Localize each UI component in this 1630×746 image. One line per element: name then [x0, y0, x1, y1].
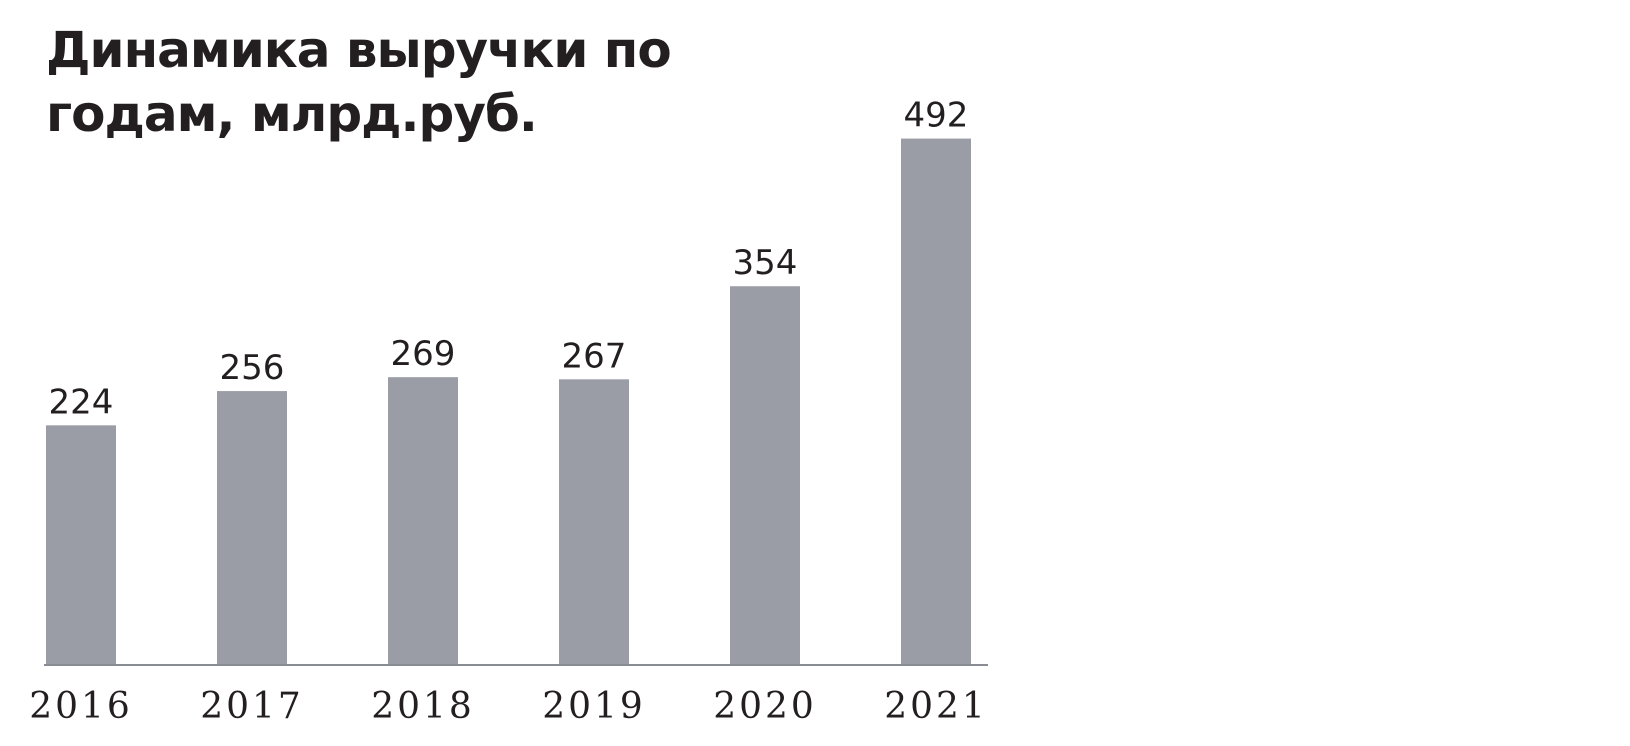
- value-label: 267: [562, 336, 627, 376]
- bar: [730, 286, 800, 665]
- value-label: 269: [391, 334, 456, 374]
- x-tick-label: 2016: [29, 686, 133, 727]
- bar: [559, 379, 629, 665]
- chart-title: Динамика выручки по годам, млрд.руб.: [46, 21, 672, 143]
- value-label: 256: [220, 348, 285, 388]
- x-tick-label: 2018: [371, 686, 475, 727]
- x-tick-label: 2021: [884, 686, 988, 727]
- bar: [46, 425, 116, 665]
- value-label: 492: [904, 96, 969, 136]
- x-tick-label: 2020: [713, 686, 817, 727]
- bar: [388, 377, 458, 665]
- value-label: 224: [49, 382, 114, 422]
- x-tick-label: 2017: [200, 686, 304, 727]
- bar: [901, 138, 971, 665]
- bar: [217, 391, 287, 665]
- value-label: 354: [733, 243, 798, 283]
- x-tick-label: 2019: [542, 686, 646, 727]
